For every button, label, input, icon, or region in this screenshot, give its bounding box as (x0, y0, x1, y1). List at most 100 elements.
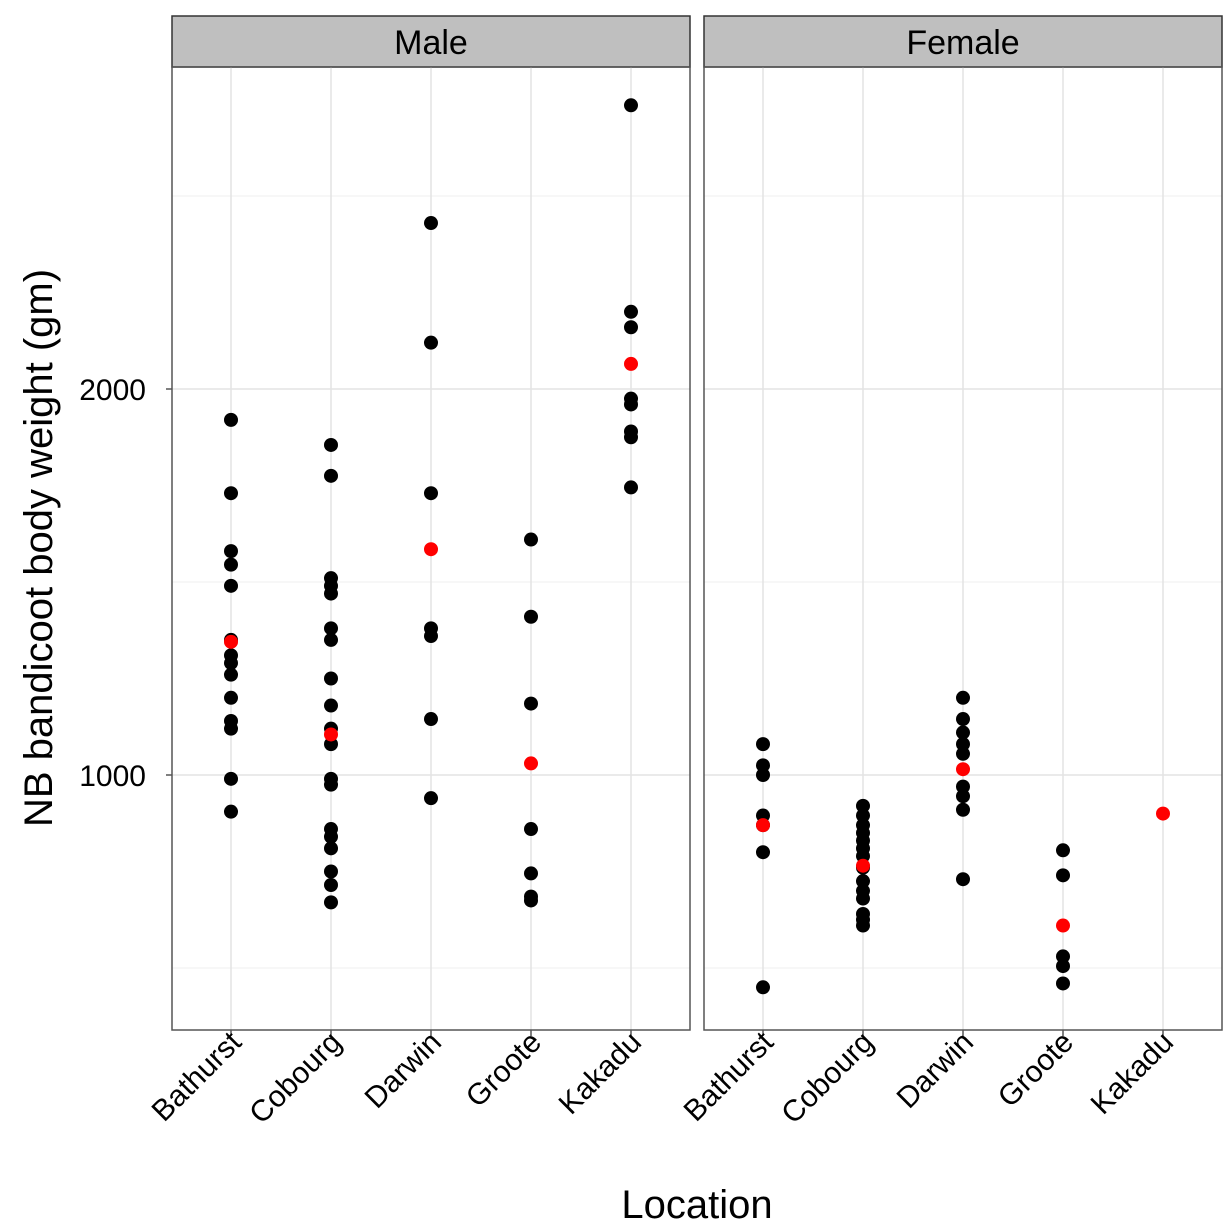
data-point (856, 808, 870, 823)
x-tick-label: Groote (992, 1026, 1080, 1114)
data-point (224, 690, 238, 705)
x-tick-label: Cobourg (243, 1026, 348, 1131)
mean-point (324, 727, 338, 742)
data-point (324, 671, 338, 686)
facet-strip (703, 15, 1223, 68)
data-point (224, 771, 238, 786)
data-point (324, 895, 338, 910)
data-point (324, 621, 338, 636)
data-point (224, 721, 238, 736)
data-point (324, 632, 338, 647)
data-point (1056, 959, 1070, 974)
x-tick-label: Bathurst (678, 1025, 781, 1128)
data-point (1056, 843, 1070, 858)
data-point (224, 656, 238, 671)
data-point (224, 578, 238, 593)
data-point (524, 696, 538, 711)
data-point (956, 737, 970, 752)
data-point (624, 98, 638, 113)
data-point (324, 864, 338, 879)
data-point (856, 849, 870, 864)
data-point (524, 822, 538, 837)
data-point (524, 893, 538, 908)
data-point (1056, 976, 1070, 991)
data-point (624, 480, 638, 495)
data-point (1056, 868, 1070, 883)
data-point (756, 768, 770, 782)
data-point (324, 878, 338, 893)
data-point (324, 586, 338, 601)
data-point (756, 737, 770, 752)
data-point (224, 412, 238, 427)
mean-point (856, 858, 870, 873)
data-point (624, 430, 638, 445)
data-point (856, 918, 870, 933)
facet-strip-label: Male (394, 24, 468, 62)
x-tick-label: Darwin (891, 1026, 980, 1115)
y-axis-title: NB bandicoot body weight (gm) (17, 269, 61, 827)
mean-point (756, 818, 770, 833)
data-point (324, 829, 338, 844)
x-tick-label: Groote (460, 1026, 548, 1114)
facet-strip (171, 15, 691, 68)
data-point (424, 216, 438, 231)
data-point (424, 791, 438, 806)
facet-strip-label: Female (906, 24, 1019, 62)
x-axis-title: Location (621, 1183, 772, 1227)
data-point (324, 698, 338, 713)
data-point (624, 320, 638, 335)
mean-point (424, 542, 438, 557)
data-point (324, 437, 338, 452)
data-point (956, 802, 970, 817)
data-point (1056, 949, 1070, 964)
mean-point (524, 756, 538, 771)
data-point (324, 737, 338, 752)
data-point (624, 397, 638, 412)
x-tick-label: Kakadu (1085, 1026, 1180, 1121)
data-point (956, 789, 970, 804)
data-point (524, 609, 538, 624)
data-point (956, 712, 970, 727)
data-point (756, 845, 770, 860)
data-point (956, 746, 970, 761)
data-point (856, 798, 870, 813)
mean-point (1156, 806, 1170, 821)
data-point (324, 468, 338, 483)
x-tick-label: Bathurst (146, 1025, 249, 1128)
data-point (756, 758, 770, 773)
x-tick-label: Cobourg (775, 1026, 880, 1131)
data-point (424, 712, 438, 727)
y-tick-label: 1000 (79, 760, 146, 793)
data-point (856, 874, 870, 889)
data-point (756, 980, 770, 995)
data-point (956, 725, 970, 740)
data-point (324, 777, 338, 792)
data-point (224, 667, 238, 682)
data-point (424, 629, 438, 644)
mean-point (1056, 918, 1070, 933)
data-point (424, 486, 438, 501)
data-point (224, 544, 238, 559)
data-point (856, 891, 870, 906)
data-point (424, 335, 438, 350)
data-point (224, 486, 238, 501)
data-point (324, 841, 338, 856)
mean-point (224, 634, 238, 649)
x-tick-label: Kakadu (553, 1026, 648, 1121)
data-point (624, 304, 638, 319)
data-point (756, 808, 770, 823)
data-point (224, 804, 238, 819)
data-point (956, 779, 970, 794)
y-tick-label: 2000 (79, 374, 146, 407)
mean-point (624, 356, 638, 371)
data-point (956, 872, 970, 887)
mean-point (956, 762, 970, 777)
data-point (224, 557, 238, 572)
data-point (524, 532, 538, 547)
data-point (956, 690, 970, 705)
data-point (524, 866, 538, 881)
